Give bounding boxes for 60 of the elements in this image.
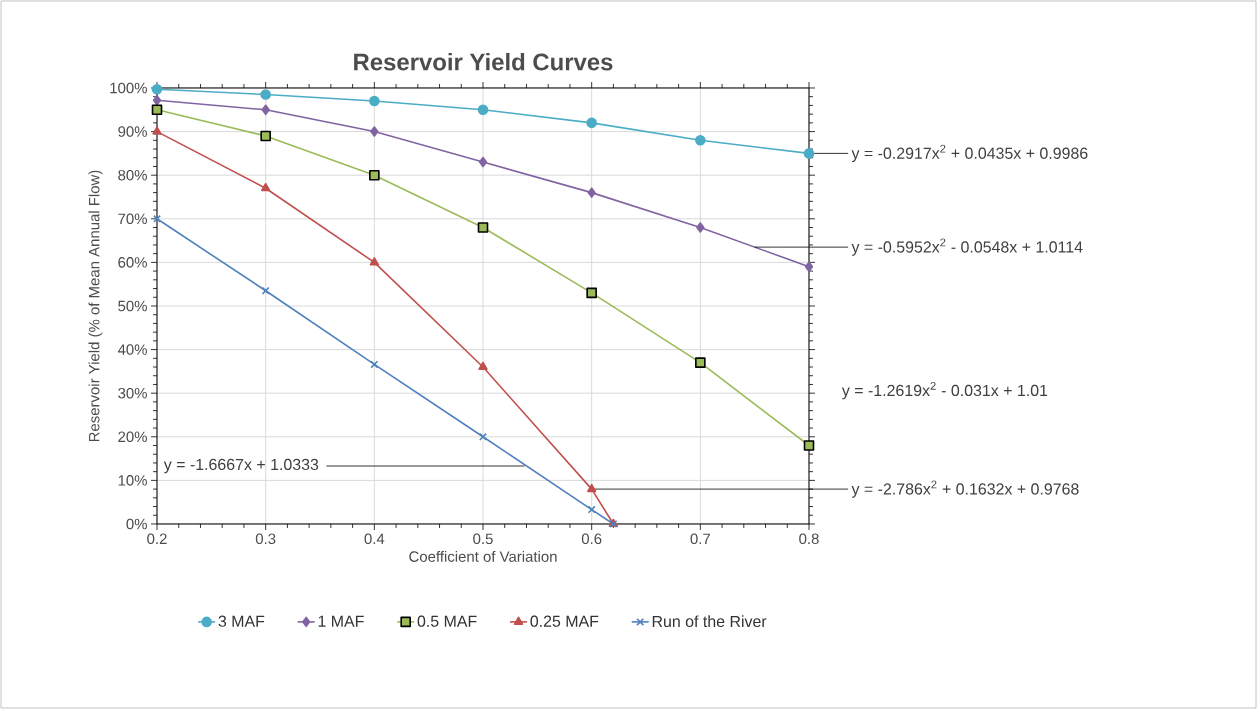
point xyxy=(586,287,597,299)
y-tick-label: 20% xyxy=(118,431,147,443)
y-tick-label: 100% xyxy=(110,82,147,94)
annotation: y = -1.6667x + 1.0333 xyxy=(163,458,319,474)
point xyxy=(260,89,271,100)
point xyxy=(803,148,815,159)
point xyxy=(586,117,597,129)
x-tick-label: 0.8 xyxy=(799,533,819,545)
point xyxy=(803,440,815,451)
point xyxy=(587,187,596,198)
point xyxy=(695,135,706,146)
point xyxy=(152,126,162,135)
legend-label: 3 MAF xyxy=(218,615,265,627)
point xyxy=(370,360,379,369)
annotation: y = -0.2917x$^{2}$ + 0.0435x + 0.9986 xyxy=(851,144,1088,163)
point xyxy=(804,261,814,273)
point xyxy=(478,361,488,371)
point xyxy=(370,126,379,137)
point xyxy=(152,94,162,106)
legend-label: 1 MAF xyxy=(318,615,364,627)
legend-label: Run of the River xyxy=(652,615,767,628)
point xyxy=(151,83,163,95)
x-tick-label: 0.2 xyxy=(147,533,167,545)
y-tick-label: 70% xyxy=(118,213,147,225)
annotation: y = -2.786x$^{2}$ + 0.1632x + 0.9768 xyxy=(851,480,1079,498)
annotation: y = -0.5952x$^{2}$ - 0.0548x + 1.0114 xyxy=(851,238,1083,256)
point xyxy=(478,156,488,168)
x-tick-label: 0.3 xyxy=(255,533,276,545)
legend-label: 0.25 MAF xyxy=(530,615,599,627)
point xyxy=(477,104,489,116)
chart-title: Reservoir Yield Curves xyxy=(354,52,613,71)
point xyxy=(369,95,380,107)
text: y = -1.2619x$^{2}$ - 0.031x + 1.01 xyxy=(841,381,1048,400)
y-tick-label: 0% xyxy=(126,518,147,530)
y-axis-title: Reservoir Yield (% of Mean Annual Flow) xyxy=(88,170,103,442)
x-tick-label: 0.4 xyxy=(364,533,385,545)
point xyxy=(587,505,596,514)
point xyxy=(151,104,163,116)
point xyxy=(369,169,380,181)
point xyxy=(477,222,489,233)
point xyxy=(695,357,706,368)
y-tick-label: 80% xyxy=(118,169,147,181)
y-tick-label: 50% xyxy=(118,300,147,312)
x-axis-title: Coefficient of Variation xyxy=(409,550,557,562)
point xyxy=(261,104,270,116)
y-tick-label: 90% xyxy=(118,126,147,137)
y-tick-label: 60% xyxy=(118,257,147,268)
y-tick-label: 30% xyxy=(118,387,147,399)
point xyxy=(260,182,271,192)
y-tick-label: 10% xyxy=(118,475,147,486)
x-tick-label: 0.6 xyxy=(581,533,602,545)
y-tick-label: 40% xyxy=(117,344,147,355)
x-tick-label: 0.7 xyxy=(690,533,710,545)
point xyxy=(696,222,705,233)
point xyxy=(369,257,380,266)
legend-label: 0.5 MAF xyxy=(417,615,477,627)
point xyxy=(586,483,597,493)
x-tick-label: 0.5 xyxy=(473,533,493,545)
point xyxy=(261,286,270,295)
point xyxy=(260,130,271,142)
